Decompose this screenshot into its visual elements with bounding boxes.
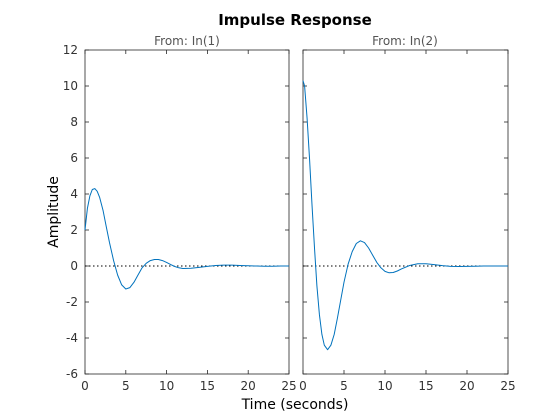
y-tick-label: 6 (70, 151, 78, 165)
x-tick-label: 20 (459, 379, 474, 393)
x-tick-label: 20 (241, 379, 256, 393)
x-tick-label: 10 (377, 379, 392, 393)
x-tick-label: 0 (299, 379, 307, 393)
panel-2-response-line (302, 80, 508, 351)
panel-1-subtitle: From: In(1) (154, 34, 220, 48)
x-tick-label: 0 (81, 379, 89, 393)
x-tick-label: 25 (281, 379, 296, 393)
panel-1: 0 5 10 15 20 25 -6 -4 -2 0 2 4 6 8 10 12 (63, 43, 297, 393)
y-tick-label: -4 (66, 331, 78, 345)
y-tick-label: -6 (66, 367, 78, 381)
y-tick-label: -2 (66, 295, 78, 309)
x-tick-label: 15 (200, 379, 215, 393)
x-tick-label: 5 (122, 379, 130, 393)
y-tick-label: 4 (70, 187, 78, 201)
x-tick-label: 10 (159, 379, 174, 393)
panel-2: 0 5 10 15 20 25 (299, 49, 516, 393)
x-tick-label: 5 (340, 379, 348, 393)
y-tick-label: 2 (70, 223, 78, 237)
y-tick-label: 8 (70, 115, 78, 129)
y-tick-label: 12 (63, 43, 78, 57)
panel-2-subtitle: From: In(2) (372, 34, 438, 48)
chart-title: Impulse Response (218, 11, 372, 29)
panel-2-axes-box (302, 49, 509, 375)
y-axis-label: Amplitude (46, 176, 62, 248)
y-tick-label: 0 (70, 259, 78, 273)
plot-panels: 0 5 10 15 20 25 -6 -4 -2 0 2 4 6 8 10 12 0 5 10 15 20 25 (63, 43, 516, 393)
x-axis-label: Time (seconds) (241, 397, 349, 413)
x-tick-label: 25 (500, 379, 515, 393)
x-tick-label: 15 (418, 379, 433, 393)
y-tick-label: 10 (63, 79, 78, 93)
panel-1-response-line (84, 188, 289, 290)
panel-1-axes-box (84, 49, 290, 375)
